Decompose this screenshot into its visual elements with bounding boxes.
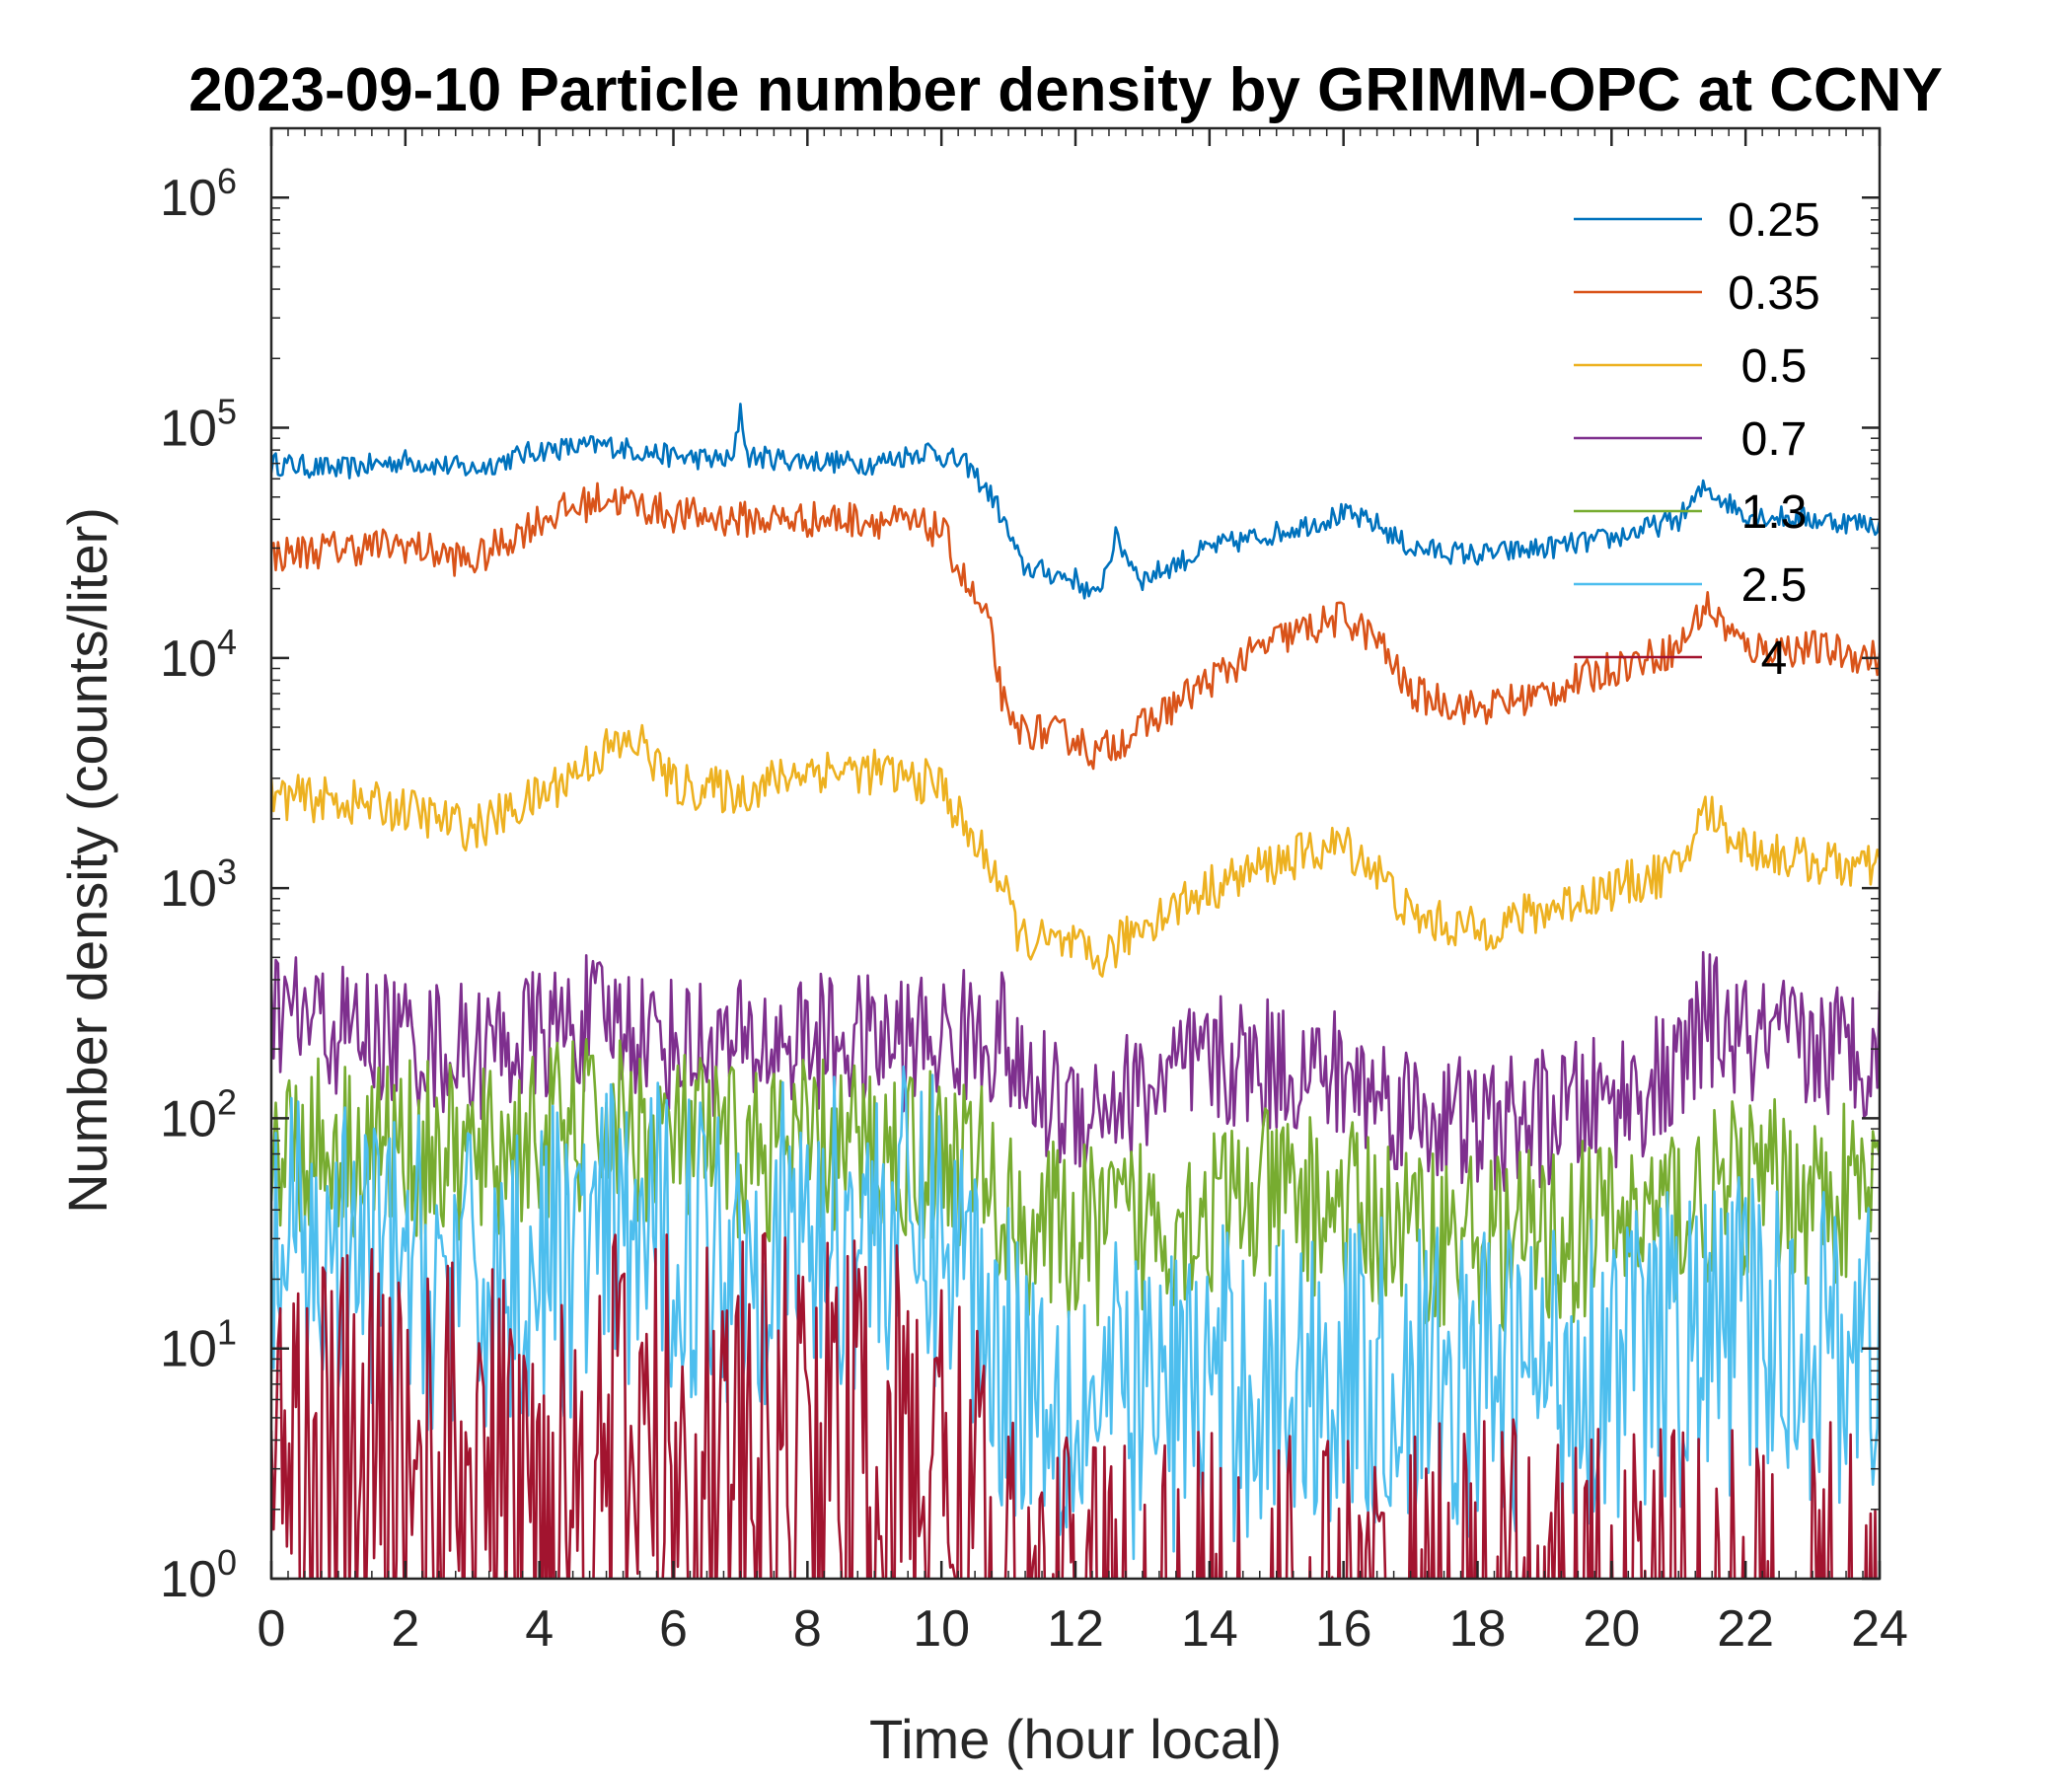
y-tick-labels: 100 101 102 103 104 105 106 xyxy=(160,161,237,1608)
y-tick-label: 101 xyxy=(160,1312,237,1378)
series-line-0-5 xyxy=(271,723,1880,978)
x-tick-label: 0 xyxy=(258,1600,286,1658)
x-tick-label: 2 xyxy=(391,1600,419,1658)
y-tick-label: 103 xyxy=(160,851,237,918)
y-tick-label: 105 xyxy=(160,392,237,458)
legend-label: 1.3 xyxy=(1741,486,1808,539)
legend-label: 4 xyxy=(1761,632,1788,685)
series-line-0-7 xyxy=(271,950,1880,1192)
legend-label: 0.25 xyxy=(1728,194,1819,247)
legend-label: 2.5 xyxy=(1741,559,1808,612)
y-tick-label: 106 xyxy=(160,161,237,227)
series-line-0-25 xyxy=(271,403,1880,600)
series-line-2-5 xyxy=(271,1065,1880,1561)
legend: 0.25 0.35 0.5 0.7 1.3 2.5 4 xyxy=(1574,194,1820,685)
major-ticks xyxy=(269,128,1882,1581)
legend-label: 0.5 xyxy=(1741,340,1808,393)
x-tick-label: 16 xyxy=(1315,1600,1372,1658)
series-line-0-35 xyxy=(271,481,1880,771)
y-tick-label: 102 xyxy=(160,1081,237,1147)
series-group xyxy=(271,403,1880,1579)
legend-label: 0.35 xyxy=(1728,267,1819,320)
series-line-4 xyxy=(271,1231,1878,1579)
x-tick-label: 6 xyxy=(659,1600,688,1658)
x-tick-label: 24 xyxy=(1851,1600,1908,1658)
x-tick-label: 10 xyxy=(913,1600,970,1658)
y-tick-label: 100 xyxy=(160,1542,237,1608)
chart-title: 2023-09-10 Particle number density by GR… xyxy=(188,56,1943,124)
x-tick-labels: 0 2 4 6 8 10 12 14 16 18 20 22 24 xyxy=(258,1600,1908,1658)
x-tick-label: 22 xyxy=(1717,1600,1774,1658)
y-tick-label: 104 xyxy=(160,622,237,688)
x-tick-label: 8 xyxy=(793,1600,822,1658)
y-axis-label: Number density (counts/liter) xyxy=(56,507,118,1214)
x-tick-label: 18 xyxy=(1449,1600,1507,1658)
x-tick-label: 14 xyxy=(1181,1600,1238,1658)
legend-label: 0.7 xyxy=(1741,413,1808,466)
x-tick-label: 20 xyxy=(1583,1600,1640,1658)
x-tick-label: 4 xyxy=(525,1600,554,1658)
x-axis-label: Time (hour local) xyxy=(869,1708,1282,1770)
x-tick-label: 12 xyxy=(1047,1600,1104,1658)
